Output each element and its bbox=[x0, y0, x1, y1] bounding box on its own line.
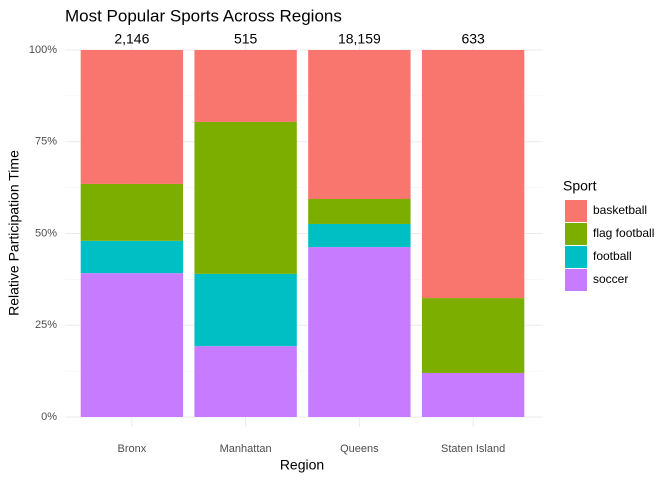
bar-segment bbox=[194, 273, 297, 347]
y-tick-label: 25% bbox=[35, 319, 57, 331]
legend-label: football bbox=[593, 249, 632, 263]
y-tick-label: 0% bbox=[41, 411, 57, 423]
bar-segment bbox=[194, 50, 297, 122]
legend-title: Sport bbox=[563, 178, 597, 194]
x-axis-title: Region bbox=[280, 457, 324, 473]
bar-label: 2,146 bbox=[114, 31, 149, 47]
legend-key bbox=[565, 246, 587, 268]
bar-segment bbox=[80, 183, 184, 241]
legend-label: flag football bbox=[593, 226, 654, 240]
legend-label: soccer bbox=[593, 272, 628, 286]
bar-segment bbox=[421, 372, 525, 417]
x-tick-label: Bronx bbox=[118, 443, 147, 455]
x-tick-label: Queens bbox=[340, 443, 379, 455]
bar-segment bbox=[194, 121, 297, 274]
bar-segment bbox=[80, 240, 184, 274]
y-tick-label: 75% bbox=[35, 136, 57, 148]
legend-key bbox=[565, 269, 587, 291]
y-tick-label: 50% bbox=[35, 227, 57, 239]
y-axis-title: Relative Participation Time bbox=[6, 150, 22, 316]
legend-label: basketball bbox=[593, 203, 647, 217]
bar-segment bbox=[308, 223, 411, 248]
bar-segment bbox=[308, 50, 411, 200]
x-tick-label: Manhattan bbox=[220, 443, 272, 455]
bar-segment bbox=[194, 346, 297, 417]
bar-segment bbox=[421, 298, 525, 373]
chart-title: Most Popular Sports Across Regions bbox=[65, 6, 342, 25]
bar-label: 633 bbox=[461, 31, 485, 47]
bar-segment bbox=[421, 50, 525, 299]
bar-segment bbox=[80, 273, 184, 417]
legend-key bbox=[565, 200, 587, 222]
y-tick-label: 100% bbox=[29, 44, 57, 56]
bar-segment bbox=[308, 199, 411, 224]
legend-key bbox=[565, 223, 587, 245]
bar-segment bbox=[80, 50, 184, 184]
bar-segment bbox=[308, 247, 411, 417]
bar-label: 515 bbox=[234, 31, 258, 47]
bar-label: 18,159 bbox=[338, 31, 381, 47]
x-tick-label: Staten Island bbox=[441, 443, 505, 455]
